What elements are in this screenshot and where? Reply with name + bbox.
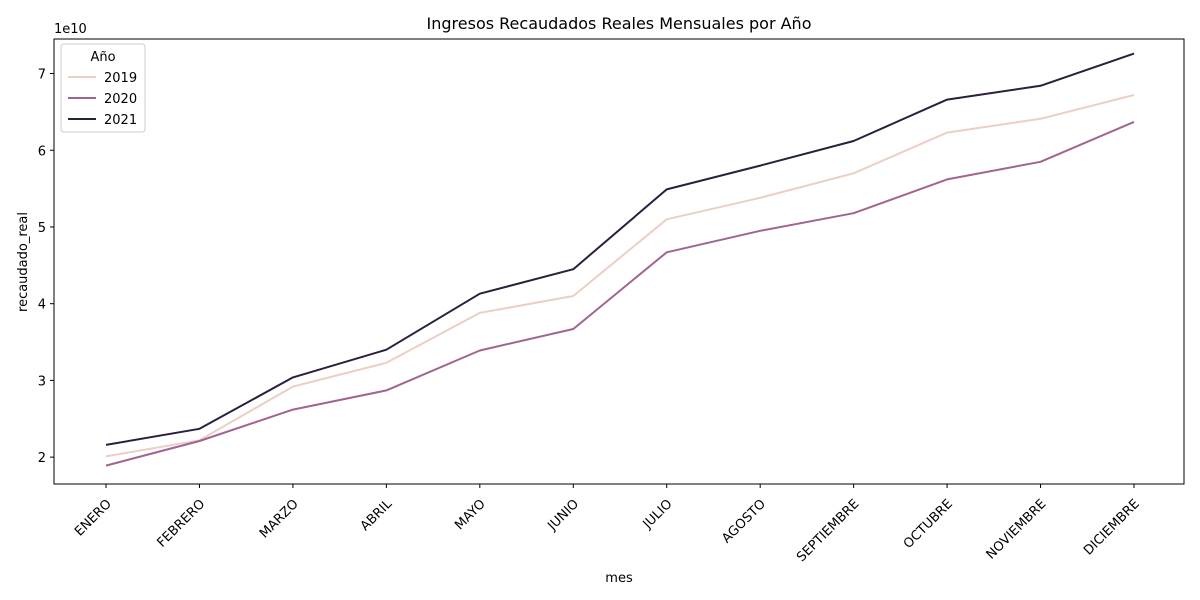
x-tick-label: DICIEMBRE: [1081, 497, 1143, 559]
x-tick-label: MAYO: [452, 497, 488, 533]
legend: Año 2019 2020 2021: [60, 43, 146, 133]
y-tick-label: 5: [38, 221, 46, 236]
legend-title: Año: [90, 50, 115, 65]
x-tick-label: SEPTIEMBRE: [794, 497, 862, 565]
y-tick-label: 7: [38, 68, 46, 83]
chart-title: Ingresos Recaudados Reales Mensuales por…: [427, 14, 812, 33]
x-tick-label: JUNIO: [545, 497, 583, 535]
x-axis-label: mes: [605, 571, 633, 586]
legend-label-2021: 2021: [104, 113, 137, 128]
legend-label-2019: 2019: [104, 71, 137, 86]
x-axis-ticks: ENERO FEBRERO MARZO ABRIL MAYO JUNIO JULIO AGOS…: [72, 484, 1143, 565]
legend-box: [60, 43, 146, 133]
y-tick-label: 3: [38, 374, 46, 389]
y-tick-label: 4: [38, 298, 46, 313]
y-tick-label: 6: [38, 144, 46, 159]
x-tick-label: ENERO: [72, 497, 115, 540]
series-line-2019: [105, 94, 1135, 458]
series-lines: [105, 52, 1135, 467]
y-axis-ticks: 2 3 4 5 6 7: [38, 68, 54, 466]
x-tick-label: FEBRERO: [154, 497, 208, 551]
x-tick-label: JULIO: [640, 497, 676, 533]
y-tick-label: 2: [38, 451, 46, 466]
x-tick-label: NOVIEMBRE: [984, 497, 1050, 563]
y-offset-label: 1e10: [54, 22, 87, 37]
series-line-2020: [105, 120, 1135, 467]
x-tick-label: AGOSTO: [719, 497, 769, 547]
plot-area-frame: [53, 38, 1185, 485]
x-tick-label: MARZO: [257, 497, 302, 542]
y-axis-label: recaudado_real: [16, 212, 31, 312]
series-line-2021: [105, 52, 1135, 446]
x-tick-label: ABRIL: [358, 496, 396, 534]
legend-label-2020: 2020: [104, 92, 137, 107]
x-tick-label: OCTUBRE: [901, 497, 956, 552]
